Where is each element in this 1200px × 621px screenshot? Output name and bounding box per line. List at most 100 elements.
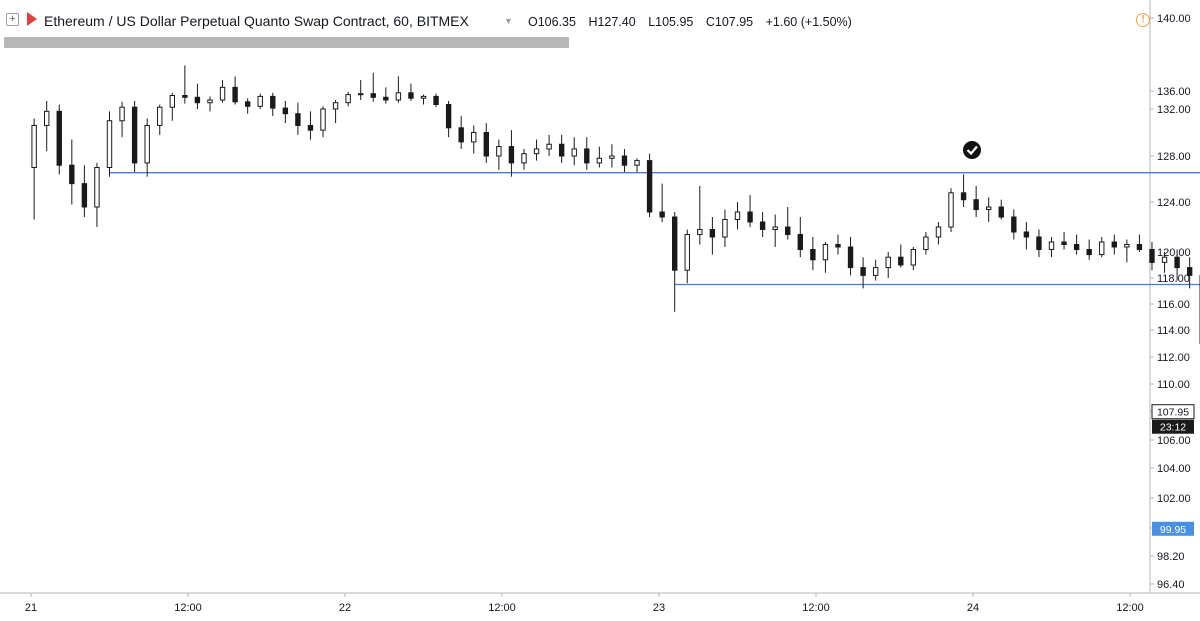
candle	[445, 104, 452, 129]
candle	[420, 95, 427, 99]
candle	[1111, 241, 1117, 248]
candle	[119, 106, 125, 122]
candle	[1149, 249, 1155, 263]
candle	[31, 124, 37, 168]
indicator-placeholder-bar	[4, 37, 569, 48]
price-tick-label: 124.00	[1157, 197, 1191, 209]
check-mark	[966, 145, 978, 156]
candle	[960, 192, 967, 201]
price-tick-label: 136.00	[1157, 86, 1191, 98]
candle	[621, 155, 628, 166]
candle	[672, 216, 678, 271]
candle	[596, 157, 603, 164]
candle	[358, 93, 364, 96]
candle	[408, 92, 414, 99]
candle	[659, 211, 665, 218]
price-tick-label: 128.00	[1157, 151, 1191, 163]
time-tick-label: 22	[339, 602, 351, 614]
price-tick-label: 106.00	[1157, 435, 1191, 447]
candle	[810, 249, 816, 261]
symbol-title[interactable]: Ethereum / US Dollar Perpetual Quanto Sw…	[44, 13, 469, 29]
candle	[496, 146, 502, 157]
price-tick-label: 120.00	[1157, 247, 1191, 259]
candle	[106, 120, 113, 168]
candle	[986, 206, 992, 210]
candle	[822, 244, 829, 261]
chevron-down-icon[interactable]: ▼	[504, 16, 513, 26]
check-circle-icon[interactable]	[963, 141, 981, 159]
candle	[646, 160, 653, 213]
candle	[558, 143, 565, 157]
candle	[207, 99, 213, 104]
close-value: C107.95	[705, 15, 754, 29]
candle	[395, 92, 402, 101]
low-value: L105.95	[648, 15, 694, 29]
change-value: +1.60 (+1.50%)	[765, 15, 852, 29]
candle	[257, 95, 263, 107]
price-tick-label: 114.00	[1157, 325, 1190, 337]
candle	[1023, 231, 1030, 238]
flag-icon[interactable]	[27, 12, 37, 26]
candle	[835, 244, 841, 248]
candle	[860, 267, 866, 276]
plus-square-icon[interactable]: +	[6, 13, 19, 26]
candle	[759, 221, 766, 230]
price-tick-label: 116.00	[1157, 299, 1190, 311]
candle	[1186, 267, 1193, 276]
candle	[508, 146, 515, 164]
last-price-tag	[1151, 404, 1195, 420]
candle	[1061, 241, 1067, 245]
candle	[998, 206, 1004, 218]
candle	[1174, 256, 1180, 269]
candle	[847, 246, 854, 269]
candle	[785, 226, 791, 235]
candle	[584, 148, 590, 164]
candle	[546, 143, 552, 150]
candle	[320, 108, 326, 131]
candle	[1086, 249, 1092, 256]
high-value: H127.40	[588, 15, 636, 29]
candle	[709, 229, 716, 238]
level-price-tag	[1152, 521, 1194, 536]
candle	[973, 199, 979, 210]
price-tick-label: 112.00	[1157, 352, 1190, 364]
candle	[948, 192, 954, 228]
alert-clock-icon[interactable]: !	[1136, 13, 1150, 27]
candle	[521, 153, 527, 164]
candle	[722, 219, 728, 238]
candle	[56, 110, 62, 166]
countdown-label: 23:12	[1160, 422, 1186, 434]
candle	[483, 132, 490, 157]
candle	[684, 234, 690, 271]
candle	[571, 148, 577, 157]
candle	[81, 183, 88, 208]
price-tick-label: 140.00	[1157, 13, 1191, 25]
candle	[433, 95, 439, 106]
time-tick-label: 23	[653, 602, 665, 614]
candle	[182, 95, 188, 98]
candle	[232, 86, 238, 103]
candle	[169, 95, 176, 108]
candle	[697, 229, 703, 235]
candle	[1073, 244, 1080, 250]
candle	[44, 110, 50, 126]
candle	[194, 96, 201, 104]
candle	[923, 236, 929, 250]
candle	[131, 106, 138, 164]
candle	[797, 234, 803, 250]
candle	[1161, 256, 1168, 263]
open-value: O106.35	[528, 15, 576, 29]
last-price-label: 107.95	[1157, 407, 1189, 419]
candle	[295, 113, 301, 126]
price-tick-label: 118.00	[1157, 273, 1190, 285]
time-tick-label: 12:00	[802, 602, 830, 614]
candle	[244, 101, 251, 107]
candle	[1124, 244, 1130, 248]
candle	[1136, 244, 1143, 250]
time-tick-label: 12:00	[488, 602, 516, 614]
candle	[458, 127, 464, 143]
candle	[634, 160, 640, 166]
candle	[935, 226, 942, 238]
